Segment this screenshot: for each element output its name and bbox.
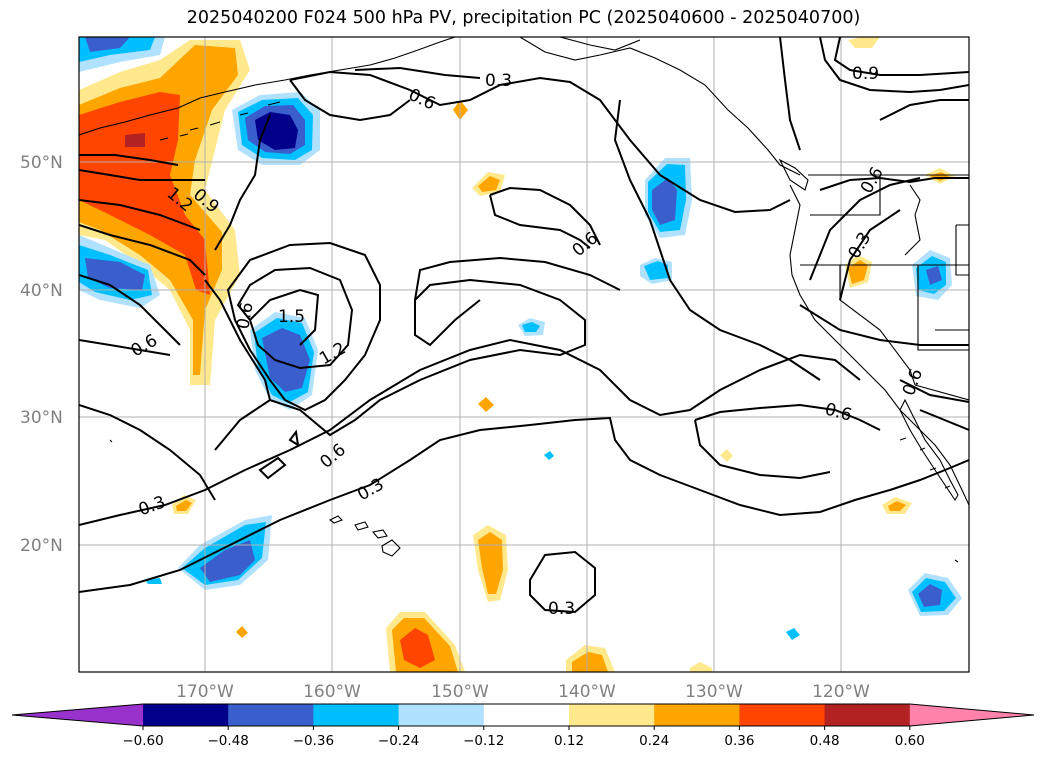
- contour-label: 0.3: [136, 492, 168, 520]
- precip-positive-area: [125, 133, 145, 147]
- contour-label: 1.5: [278, 307, 305, 327]
- contour-label: 0.6: [569, 228, 603, 261]
- precip-negative-area: [255, 112, 298, 150]
- lon-label: 130°W: [685, 682, 743, 702]
- colorbar-tick-label: −0.12: [463, 733, 504, 749]
- contour-label: 0.6: [823, 399, 854, 425]
- contour-label: 0.6: [316, 440, 350, 473]
- precip-positive-area: [690, 662, 712, 672]
- precip-positive-area: [236, 626, 248, 638]
- precip-negative-area: [786, 628, 800, 640]
- colorbar-tick-label: 0.12: [554, 733, 584, 749]
- contour-label: 0.6: [128, 331, 161, 362]
- colorbar-segment: [228, 704, 314, 726]
- pv-contours: [79, 37, 969, 614]
- colorbar-tick-label: 0.60: [895, 733, 925, 749]
- lon-label: 170°W: [176, 682, 234, 702]
- contour-label: 0.6: [857, 164, 888, 197]
- precip-negative-area: [926, 266, 942, 285]
- lat-label: 30°N: [20, 408, 63, 428]
- colorbar-tick-label: −0.36: [293, 733, 334, 749]
- precip-negative-area: [544, 451, 554, 460]
- lon-label: 150°W: [431, 682, 489, 702]
- colorbar-segment: [569, 704, 655, 726]
- map-frame: [78, 36, 970, 673]
- contour-label: 0.3: [845, 229, 876, 262]
- contour-label: 0.3: [354, 474, 387, 505]
- coastlines: [79, 37, 969, 563]
- map-content: 0.3 0.6 0.9 0.6 1.2 0.9 1.5 1.2 0.6 0.6 …: [79, 37, 969, 672]
- precip-negative-area: [918, 584, 942, 607]
- map-title: 2025040200 F024 500 hPa PV, precipitatio…: [186, 8, 861, 28]
- precip-negative-area: [652, 178, 677, 225]
- lon-label: 160°W: [303, 682, 361, 702]
- precip-negative-area: [522, 322, 540, 332]
- colorbar-extend-low: [12, 704, 143, 726]
- colorbar-segment: [824, 704, 911, 726]
- precip-positive-area: [720, 449, 733, 462]
- colorbar-segment: [654, 704, 740, 726]
- latitude-labels: 50°N 40°N 30°N 20°N: [20, 153, 63, 556]
- precip-negative-area: [644, 261, 668, 280]
- lat-label: 50°N: [20, 153, 63, 173]
- precip-positive-area: [400, 628, 435, 668]
- colorbar-tick-label: 0.24: [639, 733, 669, 749]
- precip-positive-area: [176, 500, 192, 511]
- colorbar-segment: [398, 704, 485, 726]
- lon-label: 120°W: [812, 682, 870, 702]
- contour-label: 1.2: [316, 338, 349, 369]
- colorbar-tick-label: −0.24: [378, 733, 419, 749]
- precip-positive-area: [478, 397, 494, 412]
- colorbar-tick-label: −0.60: [122, 733, 163, 749]
- colorbar: −0.60 −0.48 −0.36 −0.24 −0.12 0.12 0.24 0.36 0.4…: [11, 703, 1035, 749]
- contour-label: 0.6: [899, 366, 927, 398]
- graticule: [79, 37, 969, 672]
- precip-negative-area: [200, 540, 255, 582]
- precip-positive-area: [848, 37, 880, 48]
- precip-positive-area: [79, 92, 210, 295]
- colorbar-segment: [143, 704, 229, 726]
- contour-label: 0.9: [852, 64, 879, 84]
- contour-label: 0.3: [548, 599, 575, 619]
- precip-positive-area: [478, 532, 503, 594]
- lon-label: 140°W: [558, 682, 616, 702]
- precip-positive-area: [572, 652, 608, 672]
- colorbar-segment: [739, 704, 826, 726]
- lat-label: 20°N: [20, 536, 63, 556]
- contour-label: 0.6: [233, 301, 257, 331]
- colorbar-extend-high: [909, 704, 1034, 726]
- colorbar-segment: [483, 704, 570, 726]
- longitude-labels: 170°W 160°W 150°W 140°W 130°W 120°W: [176, 682, 870, 702]
- precip-shading: [79, 37, 962, 672]
- contour-label: 0.3: [485, 71, 512, 91]
- precip-positive-area: [478, 176, 500, 192]
- precip-positive-area: [848, 260, 868, 284]
- colorbar-tick-label: 0.48: [810, 733, 840, 749]
- precip-negative-area: [85, 37, 130, 52]
- colorbar-tick-label: −0.48: [208, 733, 249, 749]
- colorbar-segment: [313, 704, 400, 726]
- lat-label: 40°N: [20, 281, 63, 301]
- precip-positive-area: [888, 501, 906, 511]
- precip-negative-area: [262, 328, 310, 392]
- colorbar-tick-label: 0.36: [724, 733, 754, 749]
